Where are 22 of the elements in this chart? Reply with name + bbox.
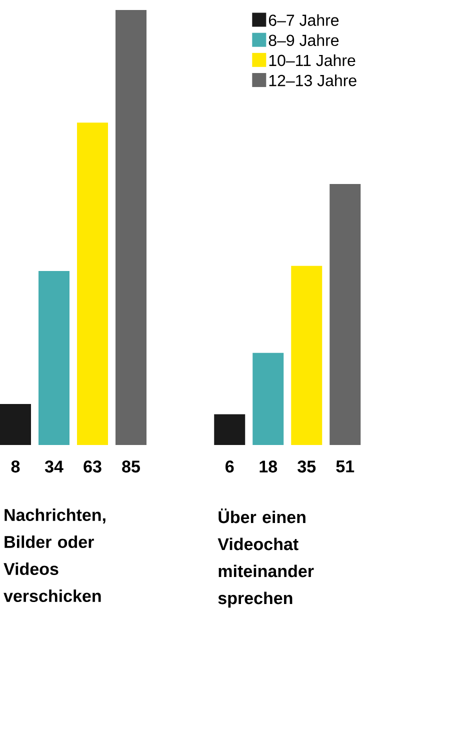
bar (0, 404, 31, 445)
legend-label: 6–7 Jahre (268, 14, 338, 26)
data-label: 8 (11, 460, 20, 473)
data-label: 34 (44, 460, 64, 473)
legend-label: 10–11 Jahre (269, 54, 356, 66)
x-tick-label: Über einen Videochat miteinander sprechen (218, 508, 314, 608)
data-label: 63 (84, 460, 102, 473)
data-label: 35 (297, 460, 316, 473)
legend-label: 8–9 Jahre (268, 34, 338, 46)
bar (252, 352, 284, 445)
bar (115, 10, 146, 445)
data-label: 85 (122, 460, 140, 473)
bar (214, 414, 245, 445)
bar (329, 184, 360, 445)
x-tick-label: Nachrichten, Bilder oder Videos verschicken (3, 508, 106, 602)
data-label: 18 (260, 460, 277, 473)
legend-label: 12–13 Jahre (269, 74, 356, 86)
data-label: 6 (225, 460, 234, 473)
data-label: 51 (336, 460, 354, 472)
bar (290, 266, 322, 445)
bar (38, 270, 70, 445)
bar (76, 122, 108, 445)
